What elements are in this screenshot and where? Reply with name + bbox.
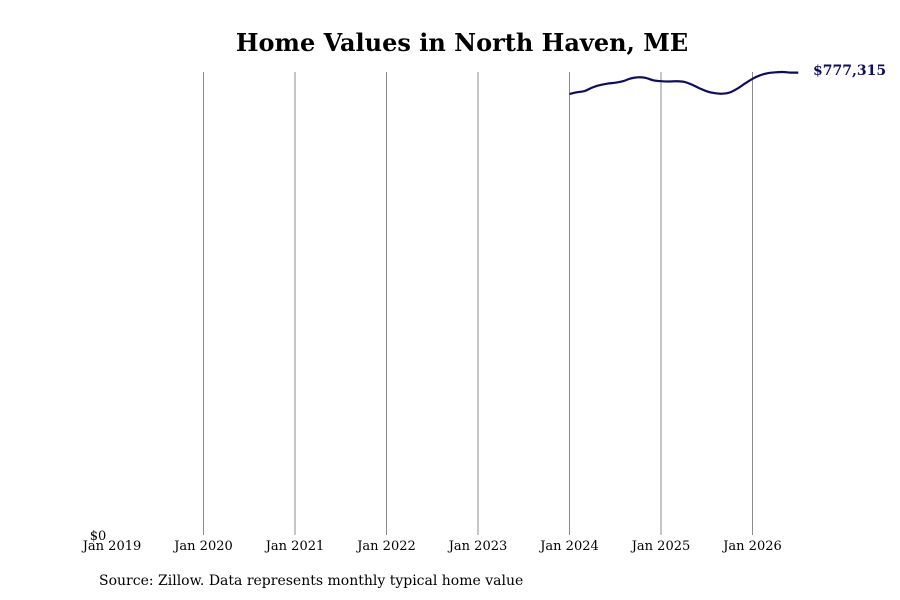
x-tick-label: Jan 2023	[447, 539, 508, 554]
gridlines	[203, 72, 753, 535]
x-tick-label: Jan 2026	[721, 539, 782, 554]
last-value-label: $777,315	[813, 63, 886, 79]
y-tick-label: $0	[90, 529, 107, 544]
x-tick-label: Jan 2019	[81, 539, 142, 554]
x-axis-ticks: Jan 2019 Jan 2020 Jan 2021 Jan 2022 Jan 2023…	[81, 539, 782, 554]
x-tick-label: Jan 2024	[538, 539, 599, 554]
x-tick-label: Jan 2022	[355, 539, 416, 554]
x-tick-label: Jan 2020	[172, 539, 233, 554]
source-note: Source: Zillow. Data represents monthly …	[99, 573, 524, 589]
series-line	[569, 70, 799, 96]
x-tick-label: Jan 2025	[630, 539, 691, 554]
series-lines	[569, 70, 799, 96]
chart-title: Home Values in North Haven, ME	[235, 28, 689, 57]
x-tick-label: Jan 2021	[264, 539, 325, 554]
